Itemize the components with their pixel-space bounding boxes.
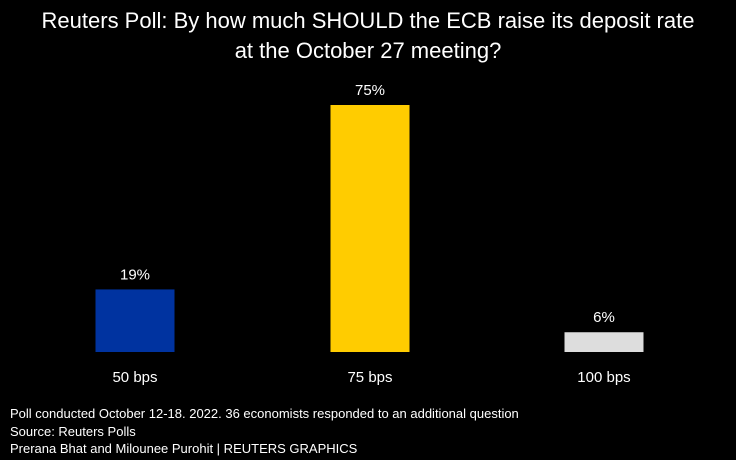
bar-75-bps [330,105,410,352]
value-label: 6% [593,309,615,326]
category-label: 75 bps [347,369,392,386]
chart-title-line-2: at the October 27 meeting? [234,38,502,63]
chart-title-line-1: Reuters Poll: By how much SHOULD the ECB… [41,8,695,33]
chart-footer: Poll conducted October 12-18. 2022. 36 e… [10,405,519,458]
footer-note: Poll conducted October 12-18. 2022. 36 e… [10,406,519,421]
category-label: 100 bps [577,369,630,386]
bar-50-bps [95,289,175,352]
footer-credit: Prerana Bhat and Milounee Purohit | REUT… [10,441,358,456]
bar-100-bps [564,332,644,352]
value-label: 19% [120,266,150,283]
chart-title: Reuters Poll: By how much SHOULD the ECB… [0,6,736,66]
footer-source: Source: Reuters Polls [10,423,136,439]
value-label: 75% [355,82,385,99]
category-label: 50 bps [112,369,157,386]
